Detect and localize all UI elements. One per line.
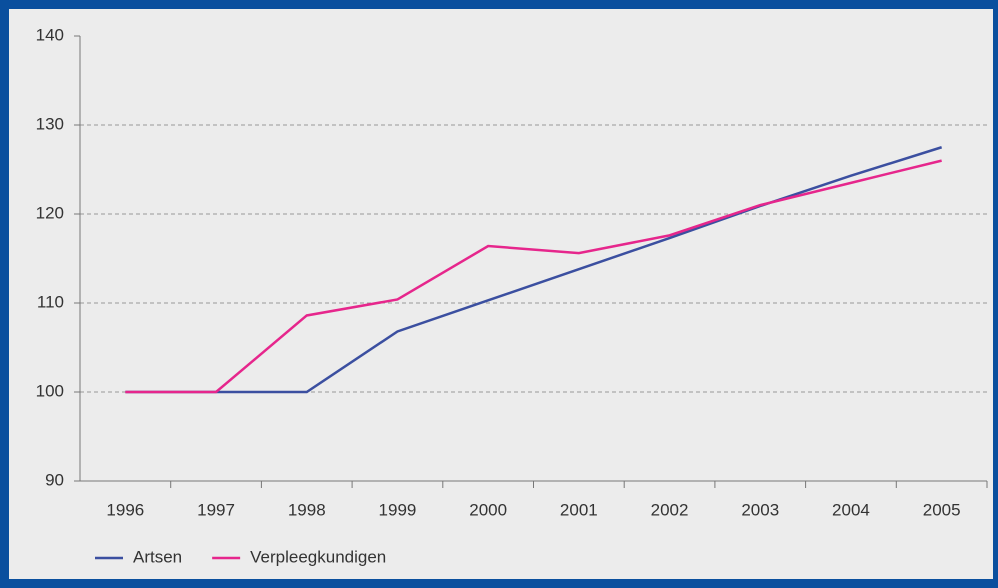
x-tick-label: 1996 [106, 500, 144, 519]
legend-label: Verpleegkundigen [250, 547, 386, 566]
x-tick-label: 1998 [288, 500, 326, 519]
y-tick-label: 110 [37, 292, 64, 311]
y-tick-label: 90 [45, 470, 64, 489]
line-series [125, 159, 942, 394]
x-tick-label: 2005 [923, 500, 961, 519]
x-tick-label: 1997 [197, 500, 235, 519]
x-tick-label: 2001 [560, 500, 598, 519]
y-tick-label: 130 [36, 114, 64, 133]
x-tick-label: 2000 [469, 500, 507, 519]
legend-label: Artsen [133, 547, 182, 566]
y-tick-label: 120 [36, 203, 64, 222]
y-tick-label: 100 [36, 381, 64, 400]
line-series [125, 146, 943, 394]
y-tick-label: 140 [36, 25, 64, 44]
x-tick-label: 1999 [379, 500, 417, 519]
panel [9, 9, 993, 579]
x-tick-label: 2002 [651, 500, 689, 519]
x-tick-label: 2003 [741, 500, 779, 519]
x-tick-label: 2004 [832, 500, 870, 519]
